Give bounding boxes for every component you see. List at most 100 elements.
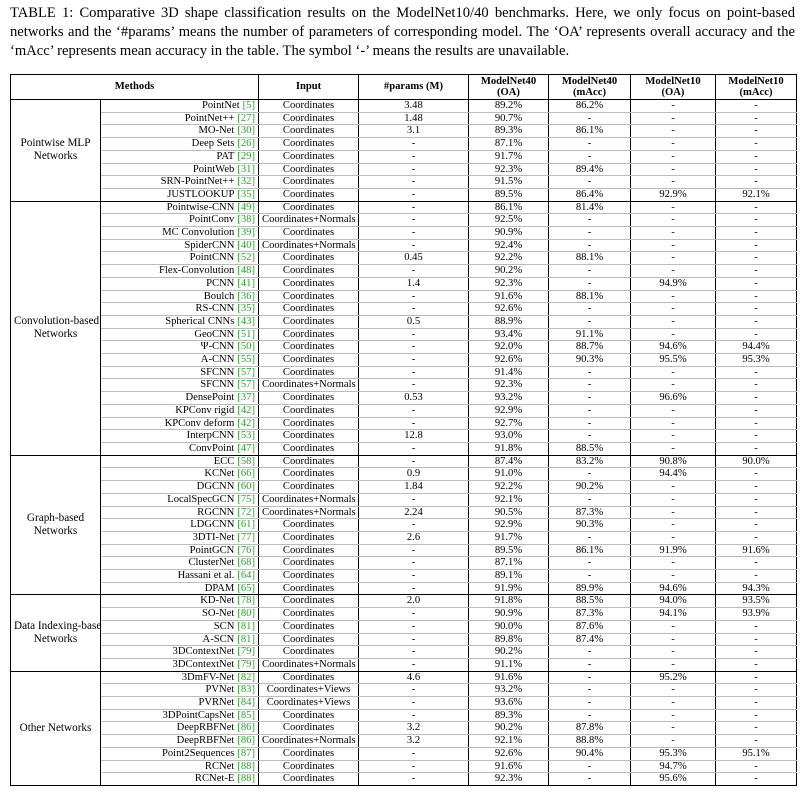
method-cell: MO-Net [30] (100, 124, 259, 139)
mn40-oa-cell: 89.1% (468, 569, 549, 583)
mn40-macc-cell: - (548, 137, 631, 151)
mn40-oa-cell: 92.3% (468, 163, 549, 177)
method-cell: KPConv rigid [42] (100, 404, 259, 418)
input-cell: Coordinates (258, 353, 359, 367)
mn40-macc-cell: 86.4% (548, 188, 631, 202)
table-row: KPConv rigid [42] Coordinates -92.9% - - - (11, 404, 797, 418)
citation: [31] (237, 163, 255, 175)
method-name: 3DContextNet (172, 658, 235, 670)
input-cell: Coordinates (258, 480, 359, 494)
group-label-line: Networks (33, 150, 78, 163)
params-cell: 2.24 (358, 506, 469, 520)
method-name: 3DPointCapsNet (162, 709, 235, 721)
mn40-macc-cell: 87.6% (548, 620, 631, 634)
input-cell: Coordinates (258, 391, 359, 405)
mn10-macc-cell: - (715, 391, 797, 405)
method-name: DGCNN (196, 481, 235, 493)
params-cell: - (358, 772, 469, 786)
params-cell: 0.5 (358, 315, 469, 329)
mn40-oa-cell: 87.4% (468, 455, 549, 469)
method-name: DensePoint (185, 392, 235, 404)
params-cell: - (358, 366, 469, 380)
mn40-oa-cell: 90.5% (468, 506, 549, 520)
citation: [55] (237, 354, 255, 366)
input-cell: Coordinates (258, 328, 359, 342)
method-name: Point2Sequences (161, 747, 235, 759)
column-header: ModelNet10 (OA) (630, 74, 716, 100)
method-cell: KCNet [66] (100, 467, 259, 482)
mn40-oa-cell: 91.7% (468, 531, 549, 545)
params-cell: - (358, 378, 469, 393)
mn40-oa-cell: 92.6% (468, 353, 549, 367)
citation: [68] (237, 557, 255, 569)
method-name: DeepRBFNet (176, 722, 235, 734)
mn40-oa-cell: 91.4% (468, 366, 549, 380)
citation: [57] (237, 366, 255, 378)
header-row: Methods Input #params (M) ModelNet40 (OA) Mod… (10, 74, 797, 100)
mn40-oa-cell: 90.9% (468, 607, 549, 621)
group-label: Graph-based Networks (10, 455, 101, 596)
mn10-oa-cell: - (630, 683, 716, 698)
mn10-macc-cell: 93.5% (715, 594, 797, 609)
method-cell: Ψ-CNN [50] (100, 340, 259, 355)
params-cell: - (358, 188, 469, 202)
mn10-macc-cell: - (715, 480, 797, 494)
method-name: Boulch (203, 290, 235, 302)
mn40-oa-cell: 93.4% (468, 328, 549, 342)
input-cell: Coordinates (258, 137, 359, 151)
mn40-oa-cell: 87.1% (468, 137, 549, 151)
mn10-oa-cell: 95.2% (630, 671, 716, 685)
method-cell: PAT [29] (100, 150, 259, 164)
mn10-macc-cell: - (715, 239, 797, 253)
params-cell: - (358, 493, 469, 507)
params-cell: - (358, 544, 469, 558)
mn10-macc-cell: - (715, 290, 797, 304)
params-cell: - (358, 150, 469, 164)
citation: [81] (237, 633, 255, 645)
method-cell: Spherical CNNs [43] (100, 315, 259, 329)
table-row: RCNet-E [88] Coordinates -92.3% -95.6% - (11, 772, 797, 786)
header-line: #params (M) (383, 81, 444, 93)
method-cell: KPConv deform [42] (100, 417, 259, 431)
citation: [82] (237, 671, 255, 683)
table-row: GeoCNN [51] Coordinates -93.4% 91.1% - - (11, 328, 797, 342)
table-row: ConvPoint [47] Coordinates -91.8% 88.5% - - (11, 442, 797, 456)
table-row: PAT [29] Coordinates -91.7% - - - (11, 150, 797, 164)
mn40-macc-cell: - (548, 645, 631, 659)
mn10-oa-cell: 91.9% (630, 544, 716, 558)
mn40-macc-cell: - (548, 315, 631, 329)
mn10-macc-cell: - (715, 467, 797, 482)
params-cell: - (358, 442, 469, 456)
table-row: 3DTI-Net [77] Coordinates 2.6 91.7% - - - (11, 531, 797, 545)
mn10-oa-cell: - (630, 734, 716, 748)
input-cell: Coordinates (258, 163, 359, 177)
table-row: JUSTLOOKUP [35] Coordinates -89.5% 86.4% 92.9… (11, 188, 797, 202)
table-head: Methods Input #params (M) ModelNet40 (OA) Mod… (10, 74, 797, 100)
header-line: ModelNet40 (561, 75, 618, 87)
citation: [64] (237, 570, 255, 582)
mn40-macc-cell: 86.1% (548, 124, 631, 139)
column-header: Methods (10, 74, 259, 100)
table-row: LocalSpecGCN [75] Coordinates+Normals -92.1… (11, 493, 797, 507)
input-cell: Coordinates (258, 721, 359, 736)
citation: [35] (237, 188, 255, 200)
mn40-macc-cell: - (548, 404, 631, 418)
mn40-oa-cell: 92.1% (468, 734, 549, 748)
mn40-macc-cell: 87.4% (548, 633, 631, 647)
mn10-macc-cell: - (715, 506, 797, 520)
mn40-macc-cell: 86.2% (548, 99, 631, 113)
params-cell: - (358, 163, 469, 177)
mn10-oa-cell: - (630, 328, 716, 342)
method-cell: DeepRBFNet [86] (100, 721, 259, 736)
mn10-oa-cell: - (630, 569, 716, 583)
input-cell: Coordinates (258, 760, 359, 774)
citation: [53] (237, 430, 255, 442)
citation: [39] (237, 227, 255, 239)
input-cell: Coordinates (258, 594, 359, 609)
table-row: Other Networks 3DmFV-Net [82] Coordinates 4.… (10, 671, 797, 786)
mn40-oa-cell: 89.5% (468, 544, 549, 558)
table-row: KCNet [66] Coordinates 0.9 91.0% -94.4% - (11, 467, 797, 482)
citation: [77] (237, 531, 255, 543)
mn10-oa-cell: - (630, 531, 716, 545)
table-row: PVNet [83] Coordinates+Views -93.2% - - - (11, 683, 797, 698)
